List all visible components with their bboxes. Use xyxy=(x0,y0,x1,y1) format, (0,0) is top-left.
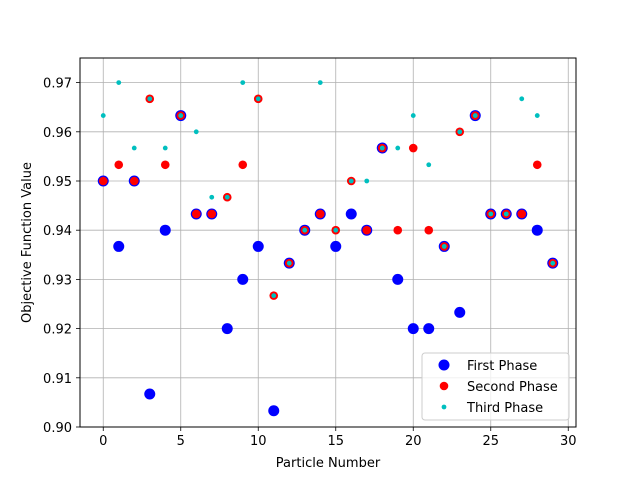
third-phase-point xyxy=(457,129,463,135)
third-phase-point xyxy=(379,145,385,151)
y-tick-label: 0.94 xyxy=(43,224,72,239)
third-phase-point xyxy=(147,96,153,102)
y-tick-label: 0.95 xyxy=(43,175,72,190)
first-phase-point xyxy=(392,273,404,285)
y-tick-label: 0.93 xyxy=(43,273,72,288)
first-phase-point xyxy=(407,323,419,335)
third-phase-point xyxy=(116,80,122,85)
y-axis-label: Objective Function Value xyxy=(20,162,35,323)
first-phase-point xyxy=(345,208,357,220)
third-phase-point xyxy=(162,145,168,151)
first-phase-point xyxy=(113,240,125,252)
y-tick-label: 0.97 xyxy=(43,77,72,92)
first-phase-point xyxy=(237,273,249,285)
third-phase-point xyxy=(410,113,416,118)
third-phase-point xyxy=(193,129,199,135)
third-phase-point xyxy=(255,96,261,102)
x-tick-label: 20 xyxy=(405,434,422,449)
first-phase-point xyxy=(221,323,233,335)
legend: First Phase Second Phase Third Phase xyxy=(421,352,570,421)
third-phase-point xyxy=(333,227,339,233)
third-phase-point xyxy=(317,80,323,85)
second-phase-point xyxy=(424,225,434,235)
third-phase-point xyxy=(364,178,370,184)
third-phase-point xyxy=(286,260,292,266)
first-phase-point xyxy=(454,306,466,318)
first-phase-point xyxy=(159,224,171,236)
second-phase-point xyxy=(532,160,542,170)
x-tick-label: 5 xyxy=(177,434,185,449)
third-phase-point xyxy=(550,260,556,266)
third-phase-point xyxy=(472,113,478,118)
third-phase-point xyxy=(224,194,230,200)
second-phase-point xyxy=(362,225,372,235)
legend-label-first-phase: First Phase xyxy=(467,359,537,374)
third-phase-point xyxy=(441,244,447,249)
y-tick-label: 0.96 xyxy=(43,126,72,141)
x-tick-label: 10 xyxy=(250,434,267,449)
third-phase-point xyxy=(395,145,401,151)
third-phase-point xyxy=(100,113,106,118)
third-phase-point xyxy=(426,162,432,168)
third-phase-point xyxy=(503,211,509,217)
second-phase-point xyxy=(114,160,124,170)
first-phase-point xyxy=(531,224,543,236)
x-tick-label: 0 xyxy=(99,434,107,449)
legend-label-second-phase: Second Phase xyxy=(467,380,558,395)
second-phase-point xyxy=(408,143,418,153)
x-tick-label: 15 xyxy=(327,434,344,449)
y-tick-label: 0.92 xyxy=(43,323,72,338)
second-phase-point xyxy=(191,209,201,219)
legend-marker-third-phase xyxy=(441,404,447,410)
first-phase-point xyxy=(423,323,435,335)
third-phase-point xyxy=(534,113,540,118)
third-phase-point xyxy=(209,194,215,200)
third-phase-point xyxy=(302,227,308,233)
legend-box xyxy=(421,352,570,421)
plot-frame xyxy=(79,57,577,428)
first-phase-point xyxy=(252,240,264,252)
x-tick-label: 30 xyxy=(560,434,577,449)
legend-marker-first-phase xyxy=(438,359,450,371)
legend-marker-second-phase xyxy=(439,381,449,391)
y-tick-label: 0.91 xyxy=(43,372,72,387)
ticks-layer: 0 5 10 15 20 25 30 0.90 0.91 0.92 0.93 0.94 0.95 0.96… xyxy=(43,77,576,449)
second-phase-point xyxy=(238,160,248,170)
second-phase-point xyxy=(517,209,527,219)
legend-label-third-phase: Third Phase xyxy=(466,401,543,416)
third-phase-point xyxy=(348,178,354,184)
third-phase-point xyxy=(519,96,525,102)
third-phase-point xyxy=(131,145,137,151)
second-phase-point xyxy=(315,209,325,219)
first-phase-point xyxy=(330,240,342,252)
third-phase-point xyxy=(488,211,494,217)
x-tick-label: 25 xyxy=(482,434,499,449)
x-axis-label: Particle Number xyxy=(276,456,381,471)
first-phase-point xyxy=(144,388,156,400)
third-phase-point xyxy=(178,113,184,118)
second-phase-point xyxy=(129,176,139,186)
second-phase-point xyxy=(393,225,403,235)
second-phase-point xyxy=(98,176,108,186)
second-phase-point xyxy=(207,209,217,219)
y-tick-label: 0.90 xyxy=(43,421,72,436)
third-phase-point xyxy=(271,293,277,299)
third-phase-point xyxy=(240,80,246,85)
points-layer xyxy=(97,80,559,417)
second-phase-point xyxy=(160,160,170,170)
first-phase-point xyxy=(268,405,280,417)
